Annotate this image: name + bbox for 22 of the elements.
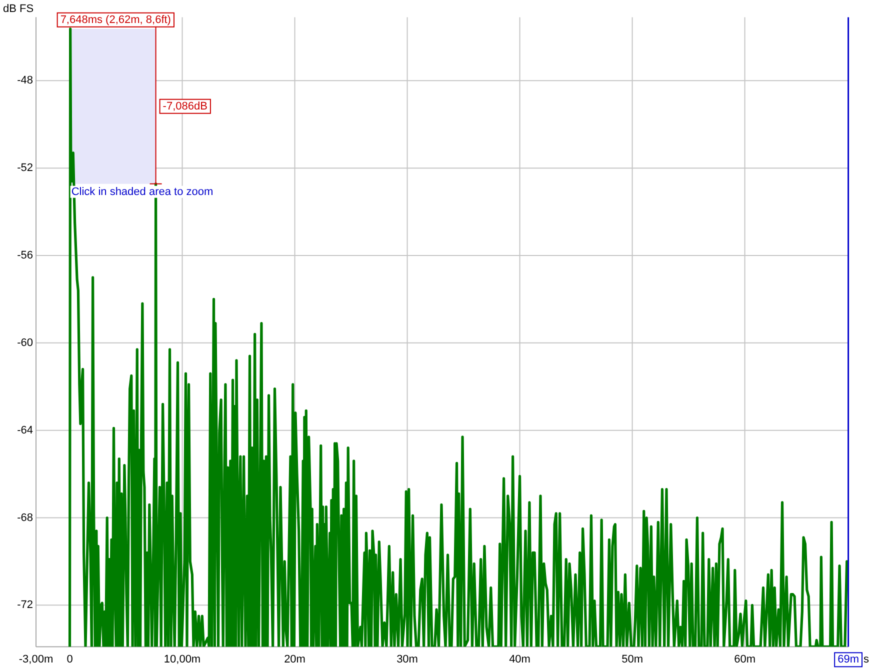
annotation: 7,648ms (2,62m, 8,6ft)	[60, 14, 171, 26]
x-axis-title: s	[864, 654, 870, 666]
y-tick-label: -68	[17, 512, 33, 524]
x-tick-label: 50m	[622, 654, 643, 666]
y-tick-label: -72	[17, 599, 33, 612]
x-tick-label: 60m	[734, 654, 756, 666]
y-tick-label: -60	[17, 336, 33, 349]
x-tick-label: 0	[66, 654, 73, 666]
ref-line-label: 69m	[838, 654, 860, 666]
x-tick-label: 30m	[396, 654, 418, 666]
x-tick-label: 40m	[509, 654, 530, 666]
annotation: -7,086dB	[162, 100, 208, 112]
y-tick-label: -64	[17, 424, 33, 436]
line-series	[68, 28, 848, 647]
x-tick-label: 20m	[284, 654, 306, 666]
x-tick-label: 10,00m	[164, 654, 201, 666]
y-tick-label: -56	[17, 250, 33, 262]
y-tick-label: -48	[17, 74, 33, 87]
y-tick-label: -52	[17, 162, 33, 174]
y-axis-title: dB FS	[3, 3, 34, 15]
annotation: Click in shaded area to zoom	[71, 186, 214, 198]
x-tick-label: -3,00m	[18, 654, 54, 666]
